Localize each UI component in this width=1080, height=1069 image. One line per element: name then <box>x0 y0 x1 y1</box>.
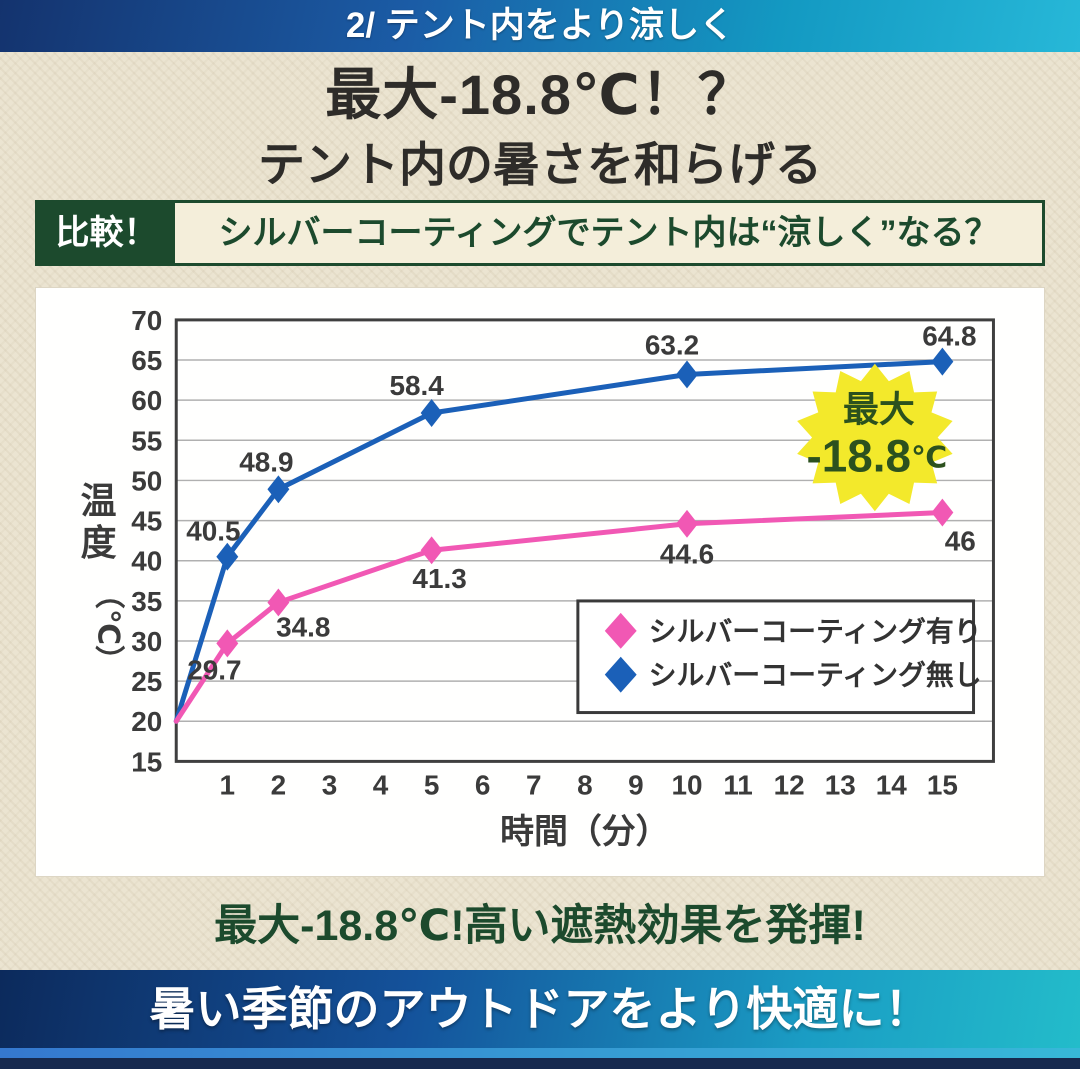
hero-title: 最大-18.8℃！？ <box>325 63 755 126</box>
comparison-question: シルバーコーティングでテント内は“涼しく”なる？ <box>218 214 999 252</box>
comparison-bar: 比較！ シルバーコーティングでテント内は“涼しく”なる？ <box>35 200 1045 266</box>
svg-text:65: 65 <box>131 345 162 376</box>
svg-text:46: 46 <box>945 525 976 556</box>
svg-text:58.4: 58.4 <box>390 370 445 401</box>
series-with-coating <box>173 498 954 724</box>
annotation-star-value: -18.8℃ <box>807 430 948 481</box>
bottom-banner: 暑い季節のアウトドアをより快適に！ <box>0 970 1080 1048</box>
svg-text:7: 7 <box>526 769 542 800</box>
data-labels: 29.7 34.8 41.3 44.6 46 40.5 48.9 58.4 63.2 64.8 <box>186 321 976 686</box>
comparison-badge: 比較！ <box>38 203 175 263</box>
svg-text:8: 8 <box>577 769 593 800</box>
chart-panel: 最大 -18.8℃ 29.7 34.8 41.3 44.6 46 40.5 48.9 58.4 63… <box>35 287 1045 877</box>
svg-text:70: 70 <box>131 305 162 336</box>
plot-border <box>174 318 995 763</box>
svg-text:34.8: 34.8 <box>276 611 330 642</box>
svg-text:11: 11 <box>723 769 752 800</box>
hero-subtitle: テント内の暑さを和らげる <box>258 138 822 191</box>
svg-text:6: 6 <box>475 769 491 800</box>
svg-text:（℃）: （℃） <box>92 579 126 675</box>
svg-text:13: 13 <box>825 769 856 800</box>
svg-text:20: 20 <box>131 706 162 737</box>
svg-text:55: 55 <box>131 425 162 456</box>
svg-text:1: 1 <box>220 769 236 800</box>
svg-text:12: 12 <box>774 769 805 800</box>
svg-text:29.7: 29.7 <box>187 654 241 685</box>
svg-text:度: 度 <box>81 523 117 563</box>
bottom-banner-text: 暑い季節のアウトドアをより快適に！ <box>149 983 931 1035</box>
svg-text:64.8: 64.8 <box>922 321 976 352</box>
svg-text:3: 3 <box>322 769 338 800</box>
svg-text:50: 50 <box>131 465 162 496</box>
bottom-stripe-dark <box>0 1058 1080 1069</box>
legend-label: シルバーコーティング無し <box>649 660 982 691</box>
svg-text:44.6: 44.6 <box>660 539 714 570</box>
svg-text:25: 25 <box>131 666 162 697</box>
svg-text:9: 9 <box>628 769 644 800</box>
svg-text:41.3: 41.3 <box>412 563 466 594</box>
x-axis-title: 時間（分） <box>500 813 669 851</box>
svg-text:15: 15 <box>927 769 958 800</box>
svg-text:10: 10 <box>671 769 702 800</box>
top-banner-text: 2/ テント内をより涼しく <box>345 6 735 45</box>
legend-label: シルバーコーティング有り <box>649 616 982 647</box>
annotation-star: 最大-18.8℃ <box>797 363 953 512</box>
result-highlight: 最大-18.8℃!高い遮熱効果を発揮! <box>214 902 866 950</box>
svg-text:35: 35 <box>131 586 162 617</box>
svg-text:48.9: 48.9 <box>239 446 293 477</box>
svg-text:45: 45 <box>131 506 162 537</box>
svg-text:40.5: 40.5 <box>186 516 240 547</box>
svg-text:14: 14 <box>876 769 908 800</box>
bottom-stripe-light <box>0 1048 1080 1058</box>
svg-text:4: 4 <box>373 769 389 800</box>
svg-text:60: 60 <box>131 385 162 416</box>
svg-text:5: 5 <box>424 769 440 800</box>
gridlines <box>176 359 994 723</box>
svg-text:15: 15 <box>131 746 162 777</box>
y-axis-title: 温 <box>81 481 117 521</box>
top-banner: 2/ テント内をより涼しく <box>0 0 1080 52</box>
svg-text:40: 40 <box>131 546 162 577</box>
annotation-star-label: 最大 <box>843 390 915 430</box>
svg-text:63.2: 63.2 <box>645 330 699 361</box>
svg-text:2: 2 <box>271 769 287 800</box>
svg-text:30: 30 <box>131 626 162 657</box>
temperature-line-chart: 最大-18.8℃29.734.841.344.6 4640.548.958.463… <box>81 305 995 851</box>
